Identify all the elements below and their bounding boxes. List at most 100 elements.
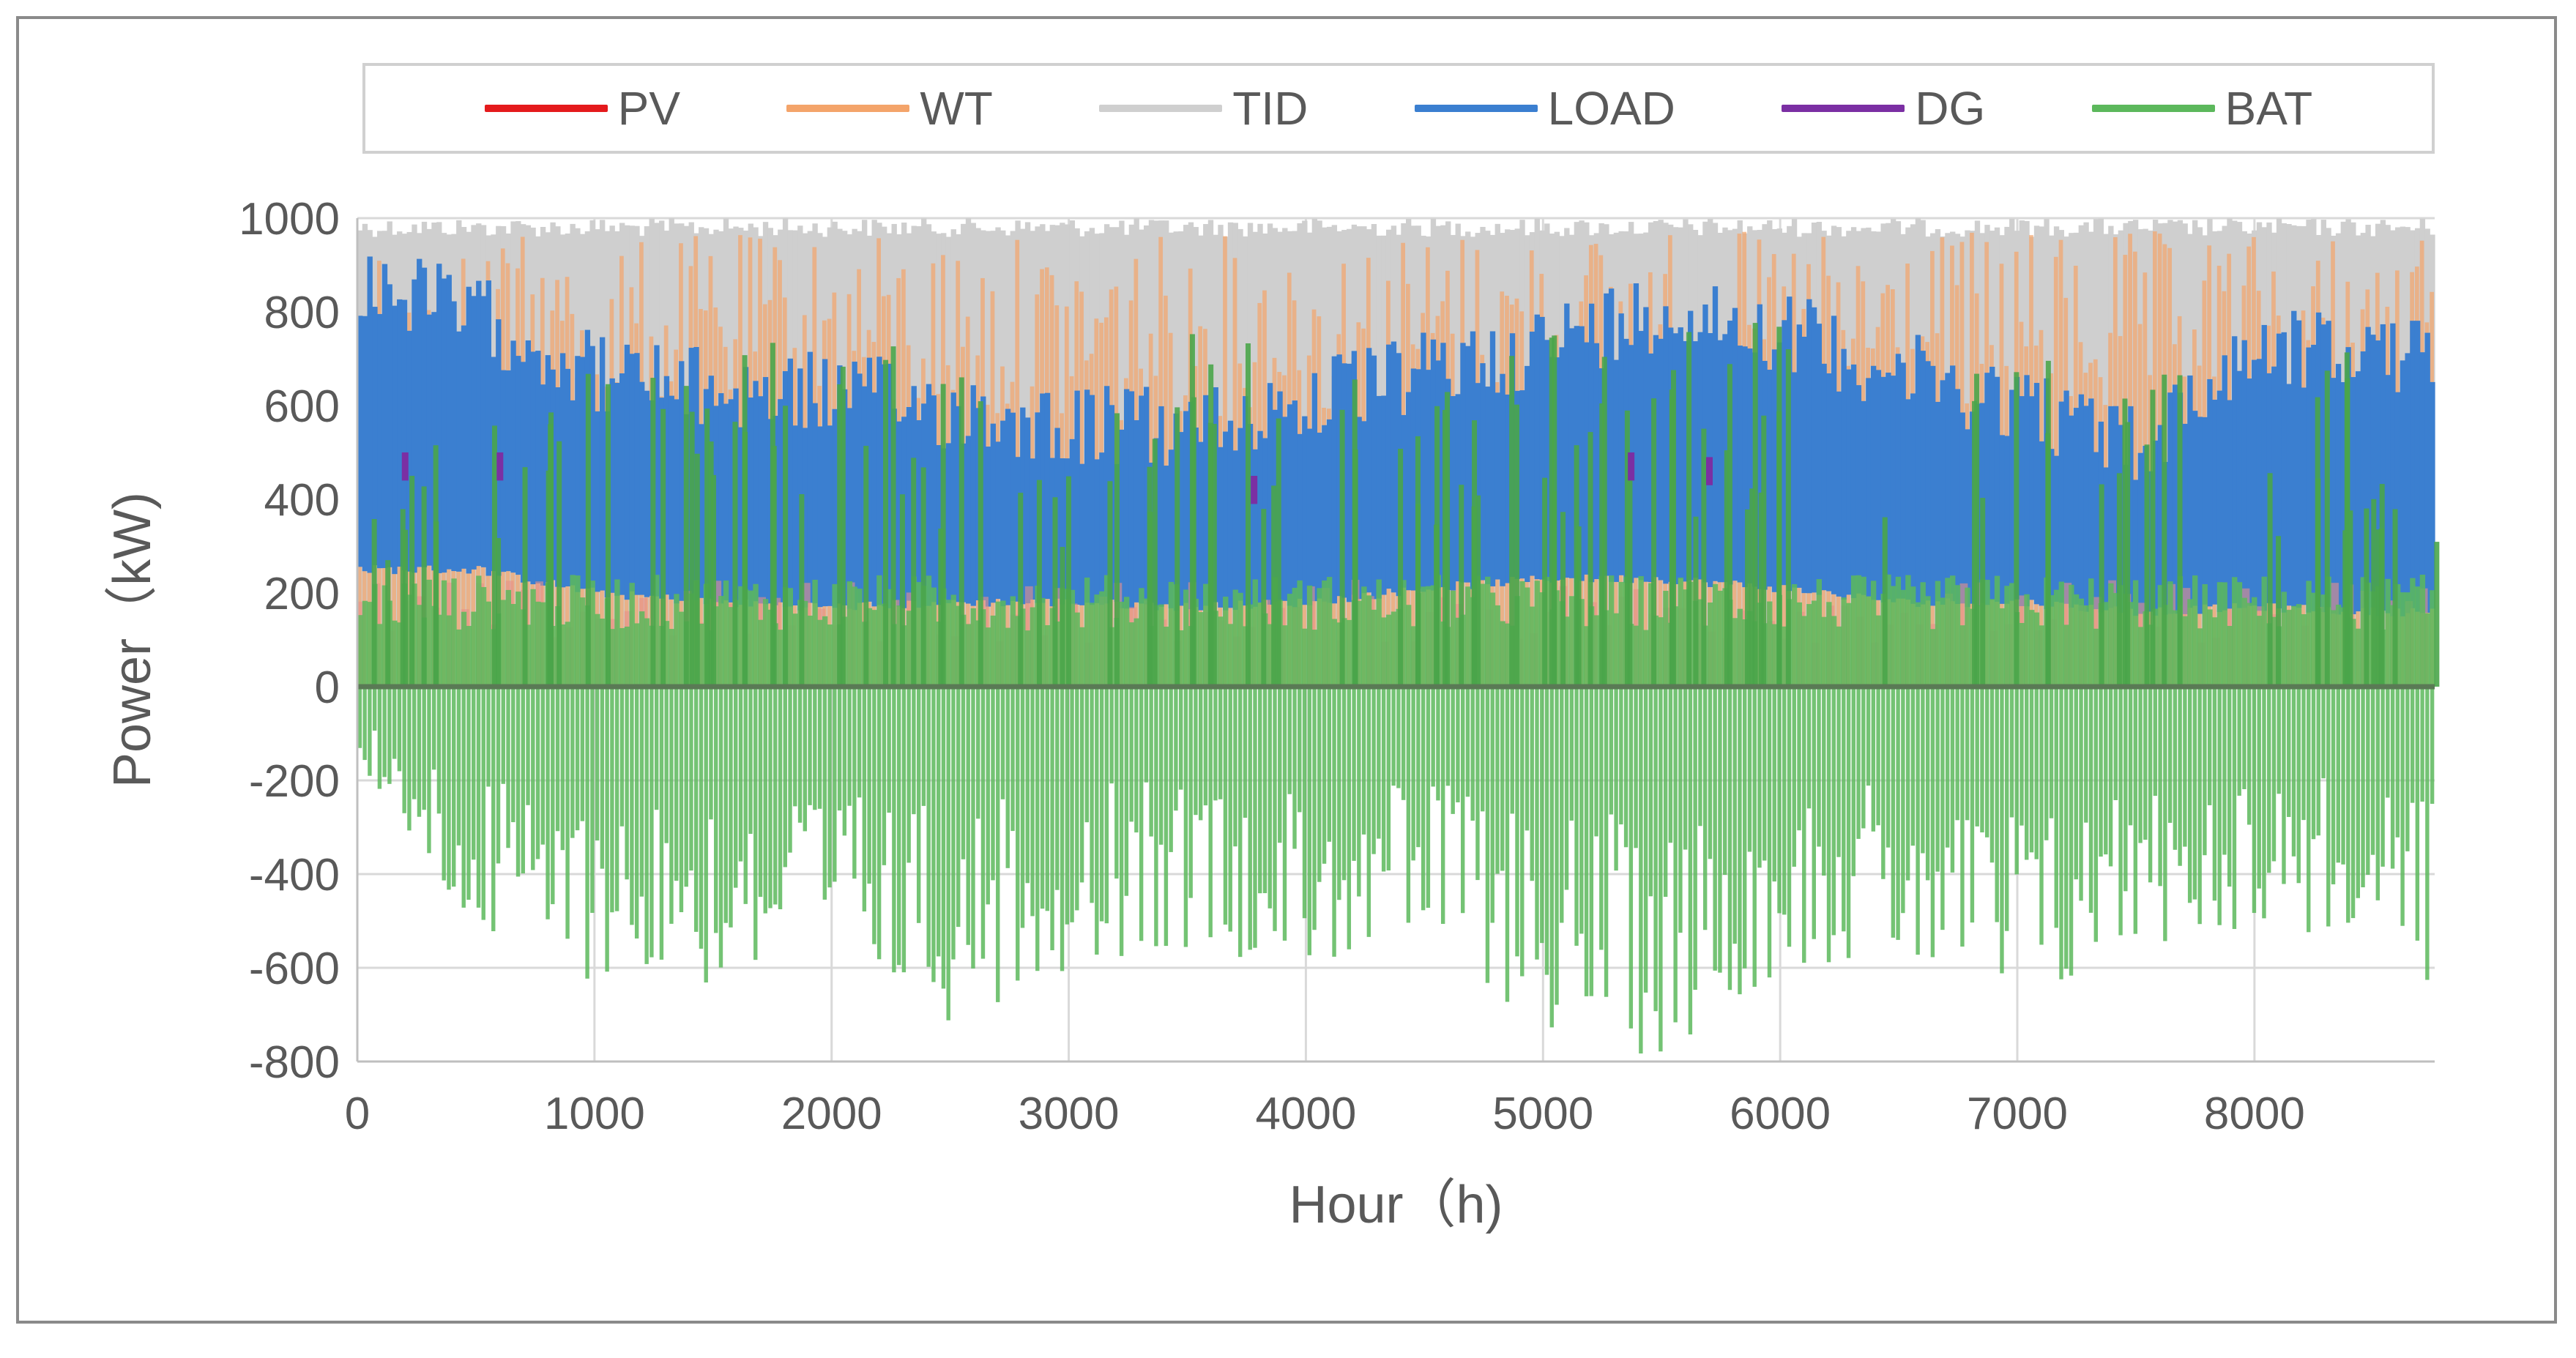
bat-area-positive (570, 575, 576, 687)
bat-spike (1211, 424, 1217, 687)
bat-area-positive (748, 590, 753, 687)
load-area (1529, 332, 1535, 576)
load-area (2083, 406, 2089, 612)
bat-spike (2125, 422, 2131, 687)
load-area (1950, 365, 1956, 602)
bat-spike (2177, 375, 2183, 687)
load-area (886, 363, 893, 608)
bat-area-positive (1643, 630, 1649, 687)
bat-area-positive (1119, 601, 1125, 687)
bat-area-positive (1084, 577, 1090, 687)
load-area (476, 280, 482, 567)
load-area (1900, 362, 1906, 599)
bat-area-negative (2356, 687, 2361, 898)
bat-area-negative (803, 687, 808, 832)
load-area (634, 353, 640, 595)
load-area (1227, 420, 1234, 608)
load-area (2227, 400, 2233, 609)
load-area (1732, 307, 1738, 581)
load-area (1500, 373, 1505, 586)
load-area (456, 331, 462, 572)
bat-area-positive (1361, 586, 1367, 687)
bat-area-negative (1525, 687, 1530, 831)
bat-area-positive (846, 581, 853, 687)
bat-area-positive (624, 626, 630, 687)
bat-area-negative (1659, 687, 1663, 1052)
bat-area-positive (1841, 597, 1847, 687)
bat-area-positive (1297, 580, 1303, 687)
bat-area-negative (1842, 687, 1846, 932)
bat-area-negative (2178, 687, 2182, 866)
bat-area-negative (2000, 687, 2004, 974)
bat-spike (1752, 323, 1758, 687)
bat-area-positive (639, 611, 645, 687)
bat-area-positive (2137, 627, 2144, 687)
load-area (589, 346, 595, 588)
bat-area-positive (787, 588, 794, 687)
bat-area-negative (1099, 687, 1104, 922)
bat-area-negative (575, 687, 580, 831)
legend-label-bat: BAT (2225, 82, 2313, 135)
bat-area-positive (2216, 582, 2223, 687)
bat-area-negative (521, 687, 525, 874)
bat-area-positive (822, 616, 828, 687)
bat-area-positive (2311, 592, 2317, 687)
bat-area-negative (659, 687, 664, 960)
load-area (1579, 326, 1585, 581)
bat-area-positive (2286, 610, 2292, 687)
load-area (1049, 458, 1056, 607)
bat-area-negative (867, 687, 871, 884)
load-area (1401, 414, 1407, 588)
load-area (663, 376, 670, 595)
bat-area-positive (1584, 626, 1590, 687)
bat-area-positive (807, 615, 814, 687)
bat-area-positive (1712, 583, 1719, 687)
bat-area-positive (446, 615, 452, 687)
bat-area-positive (1485, 576, 1491, 687)
bat-area-negative (1500, 687, 1505, 871)
load-area (2350, 377, 2356, 615)
bat-area-positive (1455, 617, 1461, 687)
bat-area-positive (2039, 625, 2044, 687)
bat-area-negative (2088, 687, 2093, 913)
bat-area-negative (1643, 687, 1648, 993)
load-area (412, 279, 417, 573)
bat-area-negative (476, 687, 481, 908)
bat-area-positive (1505, 623, 1511, 687)
bat-area-negative (2049, 687, 2054, 818)
bat-spike (978, 401, 983, 687)
load-area (2216, 390, 2223, 613)
bat-area-negative (2375, 687, 2380, 900)
bat-spike (837, 384, 843, 687)
bat-area-negative (1663, 687, 1668, 898)
bat-area-negative (1619, 687, 1623, 825)
bat-area-positive (827, 624, 833, 687)
load-area (1767, 370, 1773, 587)
load-area (1959, 412, 1965, 604)
load-area (2004, 436, 2010, 604)
bat-area-positive (2261, 576, 2267, 687)
load-area (1005, 408, 1011, 605)
bat-spike (783, 406, 789, 687)
bat-area-negative (1688, 687, 1693, 1035)
bat-area-negative (1312, 687, 1317, 930)
bat-area-positive (362, 600, 368, 687)
bat-area-negative (535, 687, 540, 859)
bat-area-positive (699, 623, 704, 687)
bat-area-positive (1811, 600, 1817, 687)
bat-area-negative (2326, 687, 2331, 927)
bat-area-negative (980, 687, 986, 959)
bat-spike (1599, 403, 1605, 687)
bat-area-negative (1772, 687, 1776, 882)
bat-area-negative (1174, 687, 1178, 811)
bat-area-negative (1802, 687, 1806, 963)
bat-spike (1686, 332, 1692, 687)
bat-area-negative (1579, 687, 1584, 934)
bat-spike (742, 355, 748, 687)
bat-area-negative (1208, 687, 1213, 938)
load-area (1658, 338, 1664, 581)
bat-area-positive (1044, 625, 1051, 687)
bat-area-positive (1806, 604, 1812, 687)
load-area (866, 357, 873, 602)
y-tick-label: -600 (249, 944, 340, 994)
